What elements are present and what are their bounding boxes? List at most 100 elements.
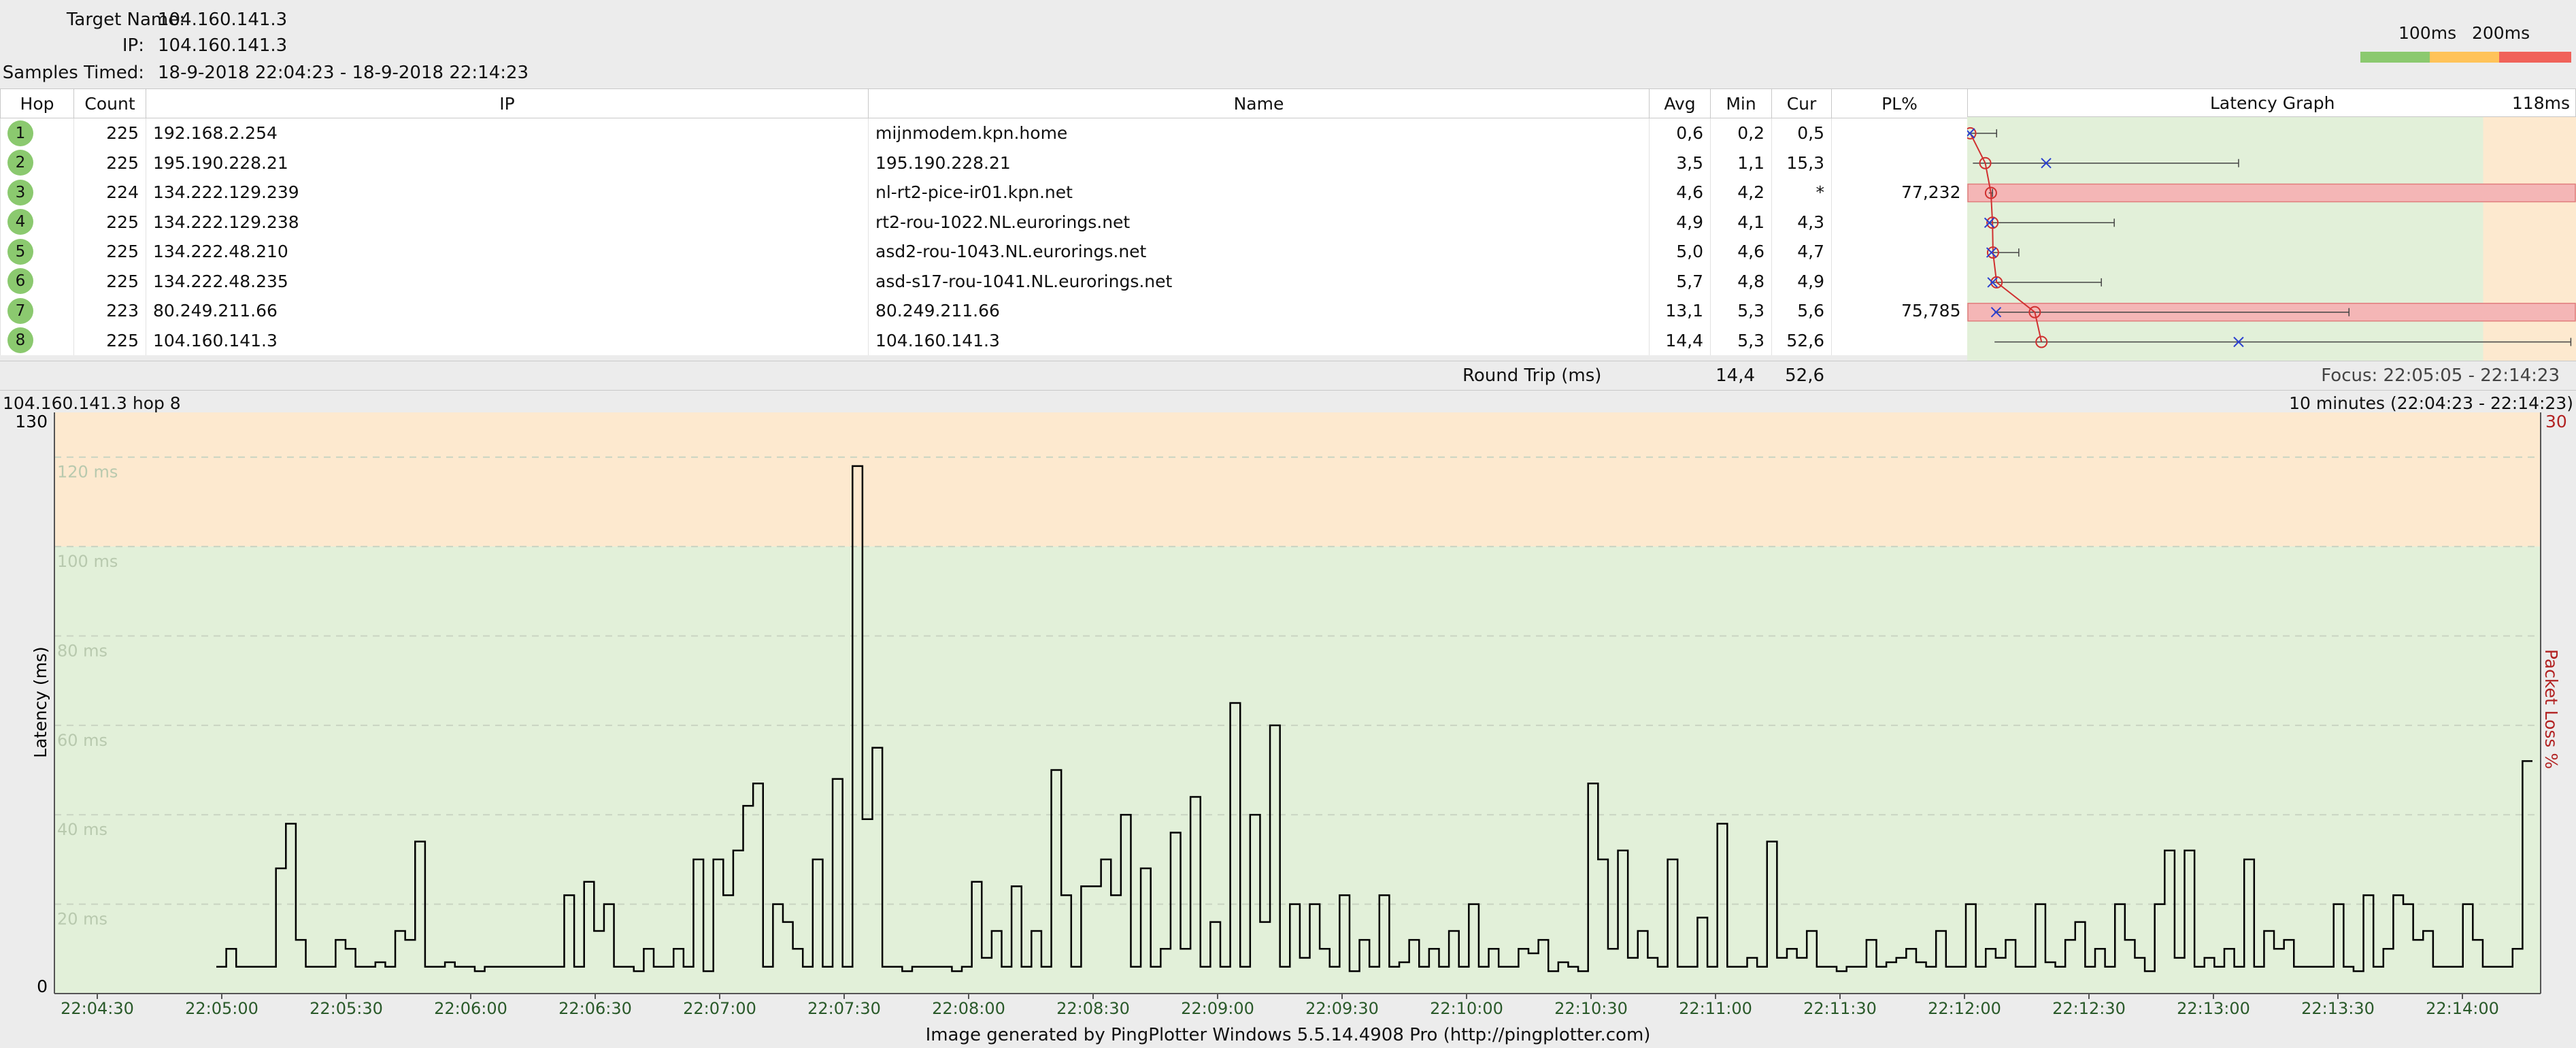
hop-packet-loss [1831, 237, 1968, 267]
hop-ip: 134.222.48.210 [146, 237, 869, 267]
x-tick-label: 22:13:00 [2177, 999, 2250, 1018]
hop-cur: 5,6 [1771, 296, 1832, 326]
hops-table-body: 1 225 192.168.2.254 mijnmodem.kpn.home 0,6 0,… [0, 118, 1968, 355]
hop-packet-loss: 77,232 [1831, 178, 1968, 208]
hop-name: asd2-rou-1043.NL.eurorings.net [868, 237, 1650, 267]
hop-count: 225 [73, 266, 146, 296]
target-name-label: Target Name: [66, 10, 185, 30]
legend-100ms: 100ms [2398, 23, 2457, 43]
latency-avg-marker [1979, 157, 1992, 169]
hop-min: 4,2 [1710, 178, 1772, 208]
hop-cur: 52,6 [1771, 325, 1832, 355]
hop-avg: 4,6 [1649, 178, 1711, 208]
grid-label: 20 ms [57, 910, 107, 929]
col-min[interactable]: Min [1710, 88, 1772, 118]
round-trip-cur: 52,6 [1785, 365, 1824, 386]
hop-min: 4,1 [1710, 207, 1772, 237]
latency-current-marker [2233, 336, 2244, 348]
hop-cell: 4 [0, 207, 74, 237]
x-tick-label: 22:12:30 [2052, 999, 2126, 1018]
hop-number-badge: 7 [7, 297, 33, 324]
x-tick-label: 22:09:30 [1305, 999, 1379, 1018]
table-row[interactable]: 8 225 104.160.141.3 104.160.141.3 14,4 5,3 52,… [0, 325, 1968, 355]
latency-graph-max: 118ms [2511, 93, 2570, 113]
col-hop[interactable]: Hop [0, 88, 74, 118]
x-tick-label: 22:10:00 [1430, 999, 1503, 1018]
grid-label: 120 ms [57, 463, 118, 482]
hop-name: asd-s17-rou-1041.NL.eurorings.net [868, 266, 1650, 296]
latency-current-marker [2041, 157, 2052, 169]
legend-200ms: 200ms [2472, 23, 2530, 43]
x-tick-label: 22:08:30 [1056, 999, 1130, 1018]
x-tick-label: 22:13:30 [2301, 999, 2375, 1018]
table-header-row: Hop Count IP Name Avg Min Cur PL% [0, 88, 1968, 118]
round-trip-avg: 14,4 [1716, 365, 1755, 386]
hop-cell: 5 [0, 237, 74, 267]
latency-avg-marker [1984, 186, 1997, 199]
col-count[interactable]: Count [73, 88, 146, 118]
grid-label: 100 ms [57, 552, 118, 571]
hop-ip: 192.168.2.254 [146, 118, 869, 148]
col-ip[interactable]: IP [146, 88, 869, 118]
table-row[interactable]: 4 225 134.222.129.238 rt2-rou-1022.NL.euror… [0, 207, 1968, 237]
hop-name: nl-rt2-pice-ir01.kpn.net [868, 178, 1650, 208]
focus-range: Focus: 22:05:05 - 22:14:23 [2321, 365, 2560, 386]
hop-min: 1,1 [1710, 148, 1772, 178]
packet-loss-bar [1967, 302, 2576, 322]
round-trip-label: Round Trip (ms) [1462, 365, 1602, 386]
hop-count: 225 [73, 118, 146, 148]
table-row[interactable]: 3 224 134.222.129.239 nl-rt2-pice-ir01.kpn.… [0, 178, 1968, 208]
grid-label: 40 ms [57, 820, 107, 839]
hop-count: 224 [73, 178, 146, 208]
hop-ip: 80.249.211.66 [146, 296, 869, 326]
hop-packet-loss [1831, 325, 1968, 355]
packet-loss-max-label: 30 [2545, 412, 2567, 431]
grid-label: 80 ms [57, 641, 107, 660]
latency-avg-marker [1967, 127, 1977, 140]
hop-cell: 6 [0, 266, 74, 296]
y-max-label: 130 [15, 412, 48, 431]
latency-avg-marker [2028, 306, 2041, 318]
legend-red-swatch [2499, 52, 2571, 63]
hop-min: 5,3 [1710, 325, 1772, 355]
hop-cell: 7 [0, 296, 74, 326]
hop-number-badge: 8 [7, 327, 33, 354]
x-tick-label: 22:10:30 [1554, 999, 1628, 1018]
hop-avg: 14,4 [1649, 325, 1711, 355]
hop-avg: 0,6 [1649, 118, 1711, 148]
x-tick-label: 22:08:00 [932, 999, 1005, 1018]
col-name[interactable]: Name [868, 88, 1650, 118]
x-tick-label: 22:09:00 [1181, 999, 1254, 1018]
hop-count: 225 [73, 207, 146, 237]
hop-packet-loss [1831, 266, 1968, 296]
x-tick-label: 22:11:00 [1679, 999, 1752, 1018]
samples-timed-value: 18-9-2018 22:04:23 - 18-9-2018 22:14:23 [158, 63, 529, 83]
col-pl[interactable]: PL% [1831, 88, 1968, 118]
latency-avg-marker [1986, 216, 1999, 229]
legend-orange-swatch [2430, 52, 2499, 63]
table-row[interactable]: 5 225 134.222.48.210 asd2-rou-1043.NL.euror… [0, 237, 1968, 267]
col-cur[interactable]: Cur [1771, 88, 1832, 118]
latency-history-chart[interactable]: 120 ms 100 ms 80 ms 60 ms 40 ms 20 ms 130 0 30 La… [0, 389, 2576, 1022]
hop-ip: 134.222.129.239 [146, 178, 869, 208]
normal-zone [54, 546, 2541, 994]
table-row[interactable]: 7 223 80.249.211.66 80.249.211.66 13,1 5,3 5,6… [0, 296, 1968, 326]
col-avg[interactable]: Avg [1649, 88, 1711, 118]
latency-mini-chart [1967, 117, 2576, 361]
hop-cell: 2 [0, 148, 74, 178]
hop-name: mijnmodem.kpn.home [868, 118, 1650, 148]
y-axis-label: Latency (ms) [31, 646, 50, 758]
table-row[interactable]: 2 225 195.190.228.21 195.190.228.21 3,5 1,1 15… [0, 148, 1968, 178]
hop-cell: 1 [0, 118, 74, 148]
table-row[interactable]: 6 225 134.222.48.235 asd-s17-rou-1041.NL.eu… [0, 266, 1968, 296]
x-tick-label: 22:12:00 [1928, 999, 2001, 1018]
grid-label: 60 ms [57, 731, 107, 750]
x-tick-label: 22:14:00 [2426, 999, 2499, 1018]
latency-graph-title: Latency Graph [2210, 93, 2335, 113]
hop-min: 4,8 [1710, 266, 1772, 296]
x-tick-label: 22:07:00 [683, 999, 756, 1018]
table-row[interactable]: 1 225 192.168.2.254 mijnmodem.kpn.home 0,6 0,… [0, 118, 1968, 148]
latency-green-zone [1967, 117, 2483, 361]
hop-name: 80.249.211.66 [868, 296, 1650, 326]
hop-count: 225 [73, 325, 146, 355]
